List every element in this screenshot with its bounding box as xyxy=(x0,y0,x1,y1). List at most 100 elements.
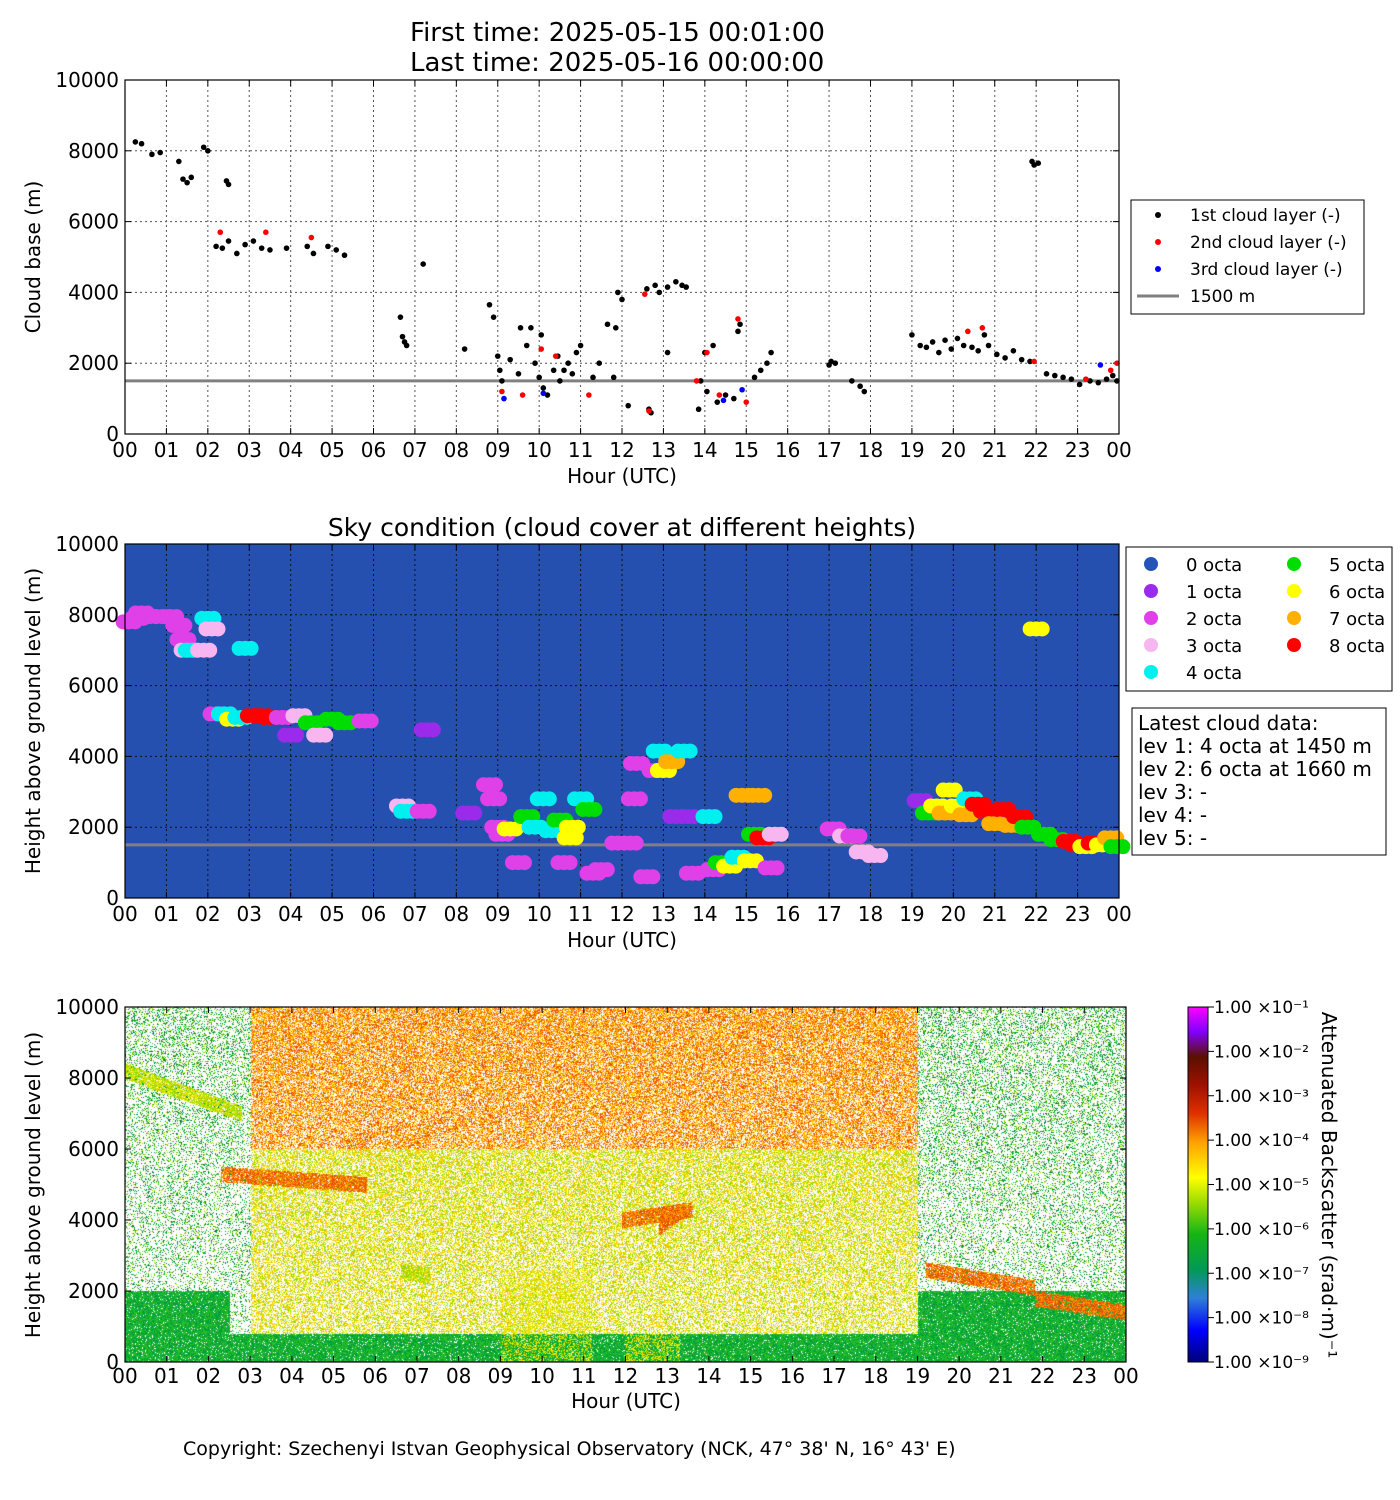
y-axis-label: Cloud base (m) xyxy=(21,181,45,334)
y-tick-label: 8000 xyxy=(68,139,119,163)
x-tick-label: 21 xyxy=(988,1364,1013,1388)
colorbar-tick-label: 1.00 ×10⁻¹ xyxy=(1214,998,1309,1018)
octa-point xyxy=(492,791,508,807)
cloud-layer-1-point xyxy=(917,342,923,349)
x-tick-label: 04 xyxy=(278,902,303,926)
x-tick-label: 00 xyxy=(112,902,137,926)
cloud-layer-1-point xyxy=(960,342,967,349)
octa-point xyxy=(632,791,648,807)
x-tick-label: 07 xyxy=(402,438,427,462)
y-tick-labels: 0 2000 4000 6000 8000 10000 xyxy=(55,68,119,446)
cloud-layer-1-point xyxy=(532,360,538,367)
cloud-layer-1-point xyxy=(507,356,513,363)
y-tick-label: 0 xyxy=(106,422,119,446)
cloud-layer-2-point xyxy=(1114,360,1120,367)
x-tick-label: 18 xyxy=(858,902,883,926)
y-tick-label: 4000 xyxy=(68,744,119,768)
colorbar-tick-labels: 1.00 ×10⁻⁹ 1.00 ×10⁻⁸ 1.00 ×10⁻⁷ 1.00 ×10⁻⁶… xyxy=(1208,998,1309,1373)
y-tick-label: 2000 xyxy=(68,1279,119,1303)
x-tick-label: 17 xyxy=(816,438,841,462)
octa-point xyxy=(487,777,503,793)
cloud-layer-1-point xyxy=(188,174,195,181)
octa-point xyxy=(682,743,698,759)
cloud-layer-1-point xyxy=(540,385,547,391)
x-tick-label: 01 xyxy=(154,1364,179,1388)
x-tick-label: 22 xyxy=(1030,1364,1055,1388)
cloud-layer-1-point xyxy=(528,325,534,331)
cloud-layer-2-point xyxy=(552,353,559,359)
legend-marker-octa-6 xyxy=(1287,584,1301,598)
cloud-layer-1-point xyxy=(857,383,863,390)
octa-point xyxy=(467,805,483,821)
x-tick-label: 23 xyxy=(1065,902,1090,926)
octa-points xyxy=(115,605,1131,885)
plot-frame xyxy=(124,1006,1127,1363)
y-tick-label: 10000 xyxy=(55,68,119,92)
cloud-base-points xyxy=(132,139,1120,416)
octa-point xyxy=(1034,621,1050,637)
cloud-layer-1-point xyxy=(832,360,839,367)
cloud-layer-1-point xyxy=(954,335,961,342)
latest-cloud-data-box: Latest cloud data: lev 1: 4 octa at 1450… xyxy=(1131,707,1387,856)
x-tick-label: 01 xyxy=(154,438,179,462)
cloud-layer-1-point xyxy=(731,395,737,402)
x-tick-label: 10 xyxy=(526,438,551,462)
cloud-layer-3-point xyxy=(540,390,547,397)
x-tick-labels: 00 01 02 03 04 05 06 07 08 09 10 11 12 13 14 15 16 17 18 19… xyxy=(112,1364,1138,1388)
plot-frame xyxy=(124,79,1120,435)
cloud-layer-1-point xyxy=(764,360,770,367)
cloud-layer-1-point xyxy=(1114,378,1120,384)
x-tick-label: 16 xyxy=(780,1364,805,1388)
cloud-layer-1-point xyxy=(923,344,930,351)
cloud-layer-1-point xyxy=(673,278,679,285)
x-tick-label: 00 xyxy=(112,438,137,462)
x-axis-label: Hour (UTC) xyxy=(571,1389,681,1413)
x-tick-label: 19 xyxy=(899,438,924,462)
colorbar-tick-label: 1.00 ×10⁻³ xyxy=(1214,1087,1309,1107)
cloud-layer-1-point xyxy=(981,332,988,338)
cloud-layer-1-point xyxy=(132,139,139,145)
latest-line-2: lev 2: 6 octa at 1660 m xyxy=(1138,757,1372,781)
cloud-layer-2-point xyxy=(586,392,592,398)
latest-line-3: lev 3: - xyxy=(1138,780,1207,804)
cloud-layer-1-point xyxy=(1076,381,1083,388)
cloud-layer-1-point xyxy=(283,245,290,251)
x-tick-label: 07 xyxy=(402,902,427,926)
legend-label-octa-8: 8 octa xyxy=(1329,636,1385,657)
octa-point xyxy=(645,869,661,885)
sky-condition-chart: Sky condition (cloud cover at different … xyxy=(21,513,1393,952)
cloud-layer-1-point xyxy=(523,342,530,349)
cloud-layer-1-point xyxy=(929,339,936,345)
octa-point xyxy=(210,621,226,637)
latest-line-0: Latest cloud data: xyxy=(1138,711,1318,735)
octa-point xyxy=(289,727,305,743)
cloud-layer-1-point xyxy=(267,247,273,253)
cloud-layer-1-point xyxy=(942,337,948,343)
legend-label-1st: 1st cloud layer (-) xyxy=(1190,206,1341,226)
copyright-text: Copyright: Szechenyi Istvan Geophysical … xyxy=(183,1438,956,1460)
colorbar-label: Attenuated Backscatter (srad·m)⁻¹ xyxy=(1317,1012,1341,1359)
x-tick-label: 18 xyxy=(863,1364,888,1388)
x-tick-label: 03 xyxy=(237,1364,262,1388)
cloud-layer-1-point xyxy=(625,402,632,409)
x-tick-label: 22 xyxy=(1023,902,1048,926)
cloud-layer-1-point xyxy=(656,289,663,296)
y-axis-label: Height above ground level (m) xyxy=(21,568,45,874)
cloud-layer-1-point xyxy=(325,243,331,250)
cloud-layer-1-point xyxy=(200,144,207,151)
x-tick-label: 20 xyxy=(941,438,966,462)
cloud-layer-1-point xyxy=(619,296,625,303)
y-axis-label: Height above ground level (m) xyxy=(21,1032,45,1338)
cloud-layer-2-point xyxy=(308,234,315,241)
cloud-layer-1-point xyxy=(610,374,617,381)
sky-condition-title: Sky condition (cloud cover at different … xyxy=(328,513,916,542)
legend-marker-octa-2 xyxy=(1144,611,1158,625)
octa-point xyxy=(773,826,789,842)
cloud-layer-1-point xyxy=(948,346,955,352)
cloud-layer-1-point xyxy=(517,325,524,331)
x-tick-label: 04 xyxy=(278,438,303,462)
y-tick-label: 0 xyxy=(106,886,119,910)
x-tick-label: 22 xyxy=(1023,438,1048,462)
x-tick-labels: 00 01 02 03 04 05 06 07 08 09 10 11 12 13 14 15 16 17 18 19… xyxy=(112,902,1131,926)
x-tick-label: 05 xyxy=(319,438,344,462)
